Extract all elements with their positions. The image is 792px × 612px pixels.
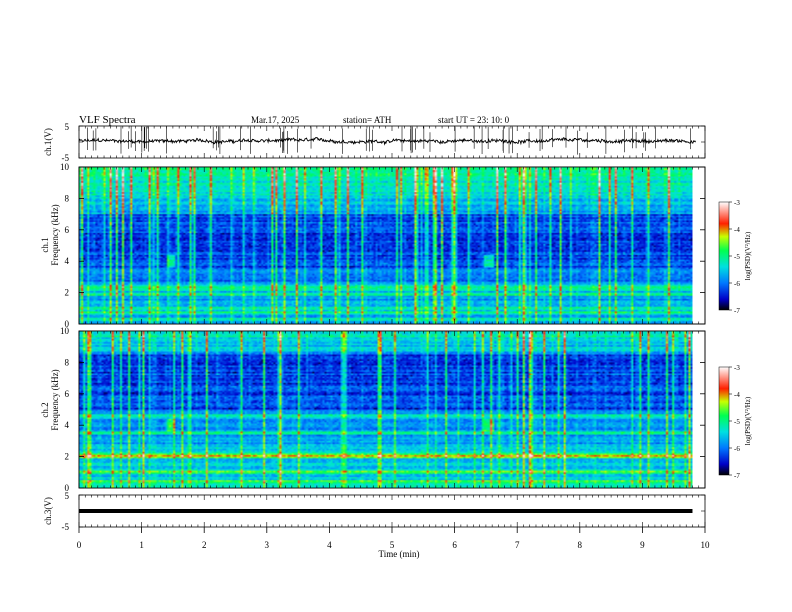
spec2-ytick-label: 4 — [65, 420, 70, 430]
spec2-ytick-label: 6 — [65, 389, 70, 399]
xtick-label: 8 — [578, 540, 583, 550]
ch2-channel-label: ch.2 — [40, 402, 50, 417]
ch2-frequency-ticks: 0 2 4 6 8 10 — [60, 326, 705, 493]
ch1-colorbar-label: log(PSD)(V²/Hz) — [744, 231, 752, 280]
figure-title: VLF Spectra — [79, 114, 136, 126]
xtick-label: 4 — [327, 540, 332, 550]
ch1-channel-label: ch.1 — [40, 237, 50, 252]
time-axis: 0 1 2 3 4 5 6 7 8 9 10 — [77, 125, 711, 550]
colorbar-tick-label: -4 — [734, 391, 740, 399]
xtick-label: 0 — [77, 540, 82, 550]
colorbar-tick-label: -4 — [734, 226, 740, 234]
ch2-colorbar-ticks: -3 -4 -5 -6 -7 — [729, 364, 740, 480]
spec2-ytick-label: 8 — [65, 357, 70, 367]
ch2-frequency-label: Frequency (kHz) — [50, 369, 60, 430]
ch1-frequency-ticks: 0 2 4 6 8 10 — [60, 162, 705, 329]
ch1-ytick-top: 5 — [65, 122, 70, 132]
ch3-waveform-panel: 5 -5 ch.3(V) — [43, 491, 706, 532]
colorbar-tick-label: -7 — [734, 472, 740, 480]
colorbar-tick-label: -3 — [734, 199, 740, 207]
spec2-ytick-label: 2 — [65, 452, 70, 462]
spec1-ytick-label: 4 — [65, 256, 70, 266]
ch1-colorbar-ticks: -3 -4 -5 -6 -7 — [729, 199, 740, 315]
ch3-ytick-bottom: -5 — [62, 522, 70, 532]
spec2-ytick-label: 10 — [60, 326, 70, 336]
xtick-label: 7 — [515, 540, 520, 550]
ch1-ytick-bottom: -5 — [62, 153, 70, 163]
spec1-pixels — [79, 167, 693, 324]
header-date: Mar.17, 2025 — [251, 115, 300, 125]
xtick-label: 3 — [265, 540, 270, 550]
ch1-colorbar: -3 -4 -5 -6 -7 log(PSD)(V²/Hz) — [718, 199, 752, 315]
ch3-ylabel: ch.3(V) — [43, 497, 53, 525]
ch1-waveform-line — [78, 136, 696, 146]
xtick-label: 1 — [139, 540, 144, 550]
xtick-label: 10 — [701, 540, 711, 550]
time-axis-label: Time (min) — [379, 549, 420, 559]
xtick-label: 9 — [640, 540, 645, 550]
ch2-spectrogram-panel: 0 2 4 6 8 10 ch.2 Frequency (kHz) — [40, 326, 706, 493]
ch1-waveform-panel: 5 -5 ch.1(V) — [43, 122, 706, 163]
spec2-ytick-label: 0 — [65, 483, 70, 493]
colorbar-tick-label: -6 — [734, 445, 740, 453]
ch1-colorbar-gradient — [718, 201, 730, 311]
spec1-ytick-label: 0 — [65, 319, 70, 329]
ch2-colorbar-label: log(PSD)(V²/Hz) — [744, 396, 752, 445]
spec1-ytick-label: 8 — [65, 193, 70, 203]
xtick-label: 5 — [390, 540, 395, 550]
spec1-ytick-label: 6 — [65, 225, 70, 235]
ch1-spectrogram-panel: 0 2 4 6 8 10 ch.1 Frequency (kHz) — [40, 162, 706, 329]
colorbar-tick-label: -6 — [734, 280, 740, 288]
spec1-ytick-label: 2 — [65, 288, 70, 298]
colorbar-tick-label: -5 — [734, 253, 740, 261]
colorbar-tick-label: -5 — [734, 418, 740, 426]
spec1-ytick-label: 10 — [60, 162, 70, 172]
colorbar-tick-label: -7 — [734, 307, 740, 315]
ch1-spectrogram-image — [79, 167, 693, 324]
ch1-frequency-label: Frequency (kHz) — [50, 204, 60, 265]
xtick-label: 2 — [202, 540, 207, 550]
ch2-colorbar: -3 -4 -5 -6 -7 log(PSD)(V²/Hz) — [718, 364, 752, 480]
ch1-ylabel: ch.1(V) — [43, 128, 53, 156]
header-station: station= ATH — [343, 115, 392, 125]
header-start-time: start UT = 23: 10: 0 — [438, 115, 510, 125]
colorbar-tick-label: -3 — [734, 364, 740, 372]
ch3-ytick-top: 5 — [65, 491, 70, 501]
ch1-waveform-trace — [78, 126, 696, 155]
ch2-colorbar-gradient — [718, 366, 730, 476]
ch2-spectrogram-image — [79, 331, 693, 488]
spec2-pixels — [79, 331, 693, 488]
xtick-label: 6 — [452, 540, 457, 550]
